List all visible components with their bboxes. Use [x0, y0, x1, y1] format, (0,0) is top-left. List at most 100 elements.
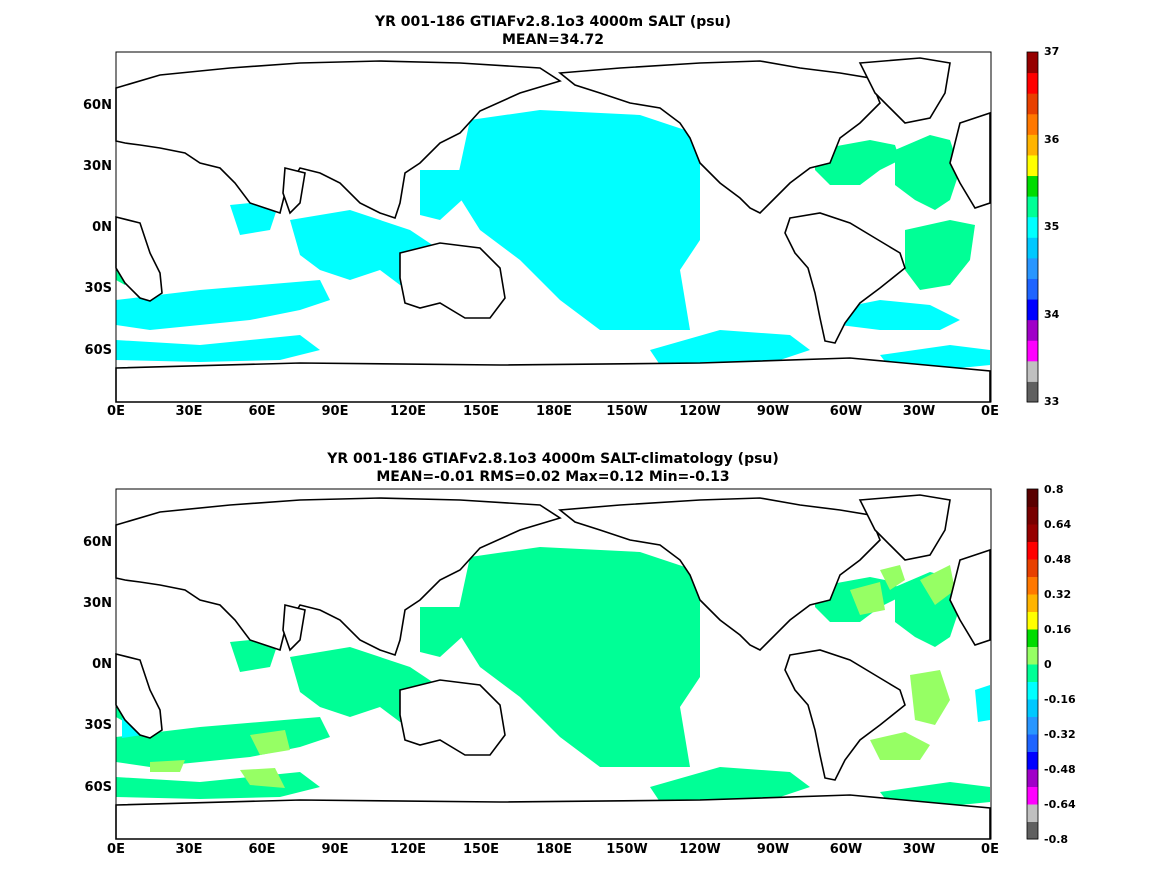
- colorbar-swatch: [1027, 340, 1038, 362]
- colorbar-swatch: [1027, 541, 1038, 560]
- colorbar-swatch: [1027, 93, 1038, 115]
- panel-2-colorbar: [1026, 488, 1039, 840]
- panel-1-xtick: 90E: [322, 404, 349, 419]
- colorbar-swatch: [1027, 611, 1038, 630]
- panel-1-y-axis: 60N 30N 0N 30S 60S: [83, 98, 112, 358]
- panel-2-xtick: 120E: [390, 842, 426, 857]
- panel-2-xtick: 30W: [903, 842, 935, 857]
- panel-2-cbtick: -0.48: [1044, 763, 1076, 776]
- colorbar-swatch: [1027, 134, 1038, 156]
- panel-2-cbtick: -0.16: [1044, 693, 1076, 706]
- colorbar-swatch: [1027, 489, 1038, 507]
- panel-2-y-axis: 60N 30N 0N 30S 60S: [83, 535, 112, 795]
- colorbar-swatch: [1027, 559, 1038, 577]
- colorbar-swatch: [1027, 629, 1038, 647]
- panel-2-xtick: 0E: [107, 842, 125, 857]
- panel-1-xtick: 0E: [981, 404, 999, 419]
- panel-1-colorbar-labels: 37 36 35 34 33: [1044, 45, 1060, 408]
- colorbar-swatch: [1027, 594, 1038, 612]
- panel-2-cbtick: -0.64: [1044, 798, 1076, 811]
- panel-1-ytick: 60N: [83, 98, 112, 113]
- panel-1-frame: [115, 51, 992, 403]
- panel-1-xtick: 90W: [757, 404, 789, 419]
- panel-2-title: YR 001-186 GTIAFv2.8.1o3 4000m SALT-clim…: [326, 451, 779, 467]
- panel-2-xtick: 150E: [463, 842, 499, 857]
- colorbar-swatch: [1027, 506, 1038, 525]
- panel-2-xtick: 30E: [176, 842, 203, 857]
- colorbar-swatch: [1027, 360, 1038, 382]
- panel-2-cbtick: 0.32: [1044, 588, 1071, 601]
- colorbar-frame: [1026, 488, 1039, 840]
- panel-1-xtick: 180E: [536, 404, 572, 419]
- panel-1-ytick: 30N: [83, 159, 112, 174]
- colorbar-swatch: [1027, 319, 1038, 341]
- colorbar-swatch: [1027, 299, 1038, 321]
- panel-1-cbtick: 37: [1044, 45, 1059, 58]
- panel-1-map: [115, 51, 992, 403]
- colorbar-swatch: [1027, 381, 1038, 403]
- panel-1-xtick: 120W: [679, 404, 720, 419]
- panel-2-x-axis: 0E 30E 60E 90E 120E 150E 180E 150W 120W …: [107, 842, 999, 857]
- colorbar-swatch: [1027, 113, 1038, 135]
- colorbar-swatch: [1027, 175, 1038, 197]
- panel-2-xtick: 120W: [679, 842, 720, 857]
- panel-1-xtick: 30W: [903, 404, 935, 419]
- panel-2-map: [115, 488, 992, 840]
- colorbar-swatch: [1027, 524, 1038, 542]
- colorbar-swatch: [1027, 237, 1038, 259]
- colorbar-swatch: [1027, 786, 1038, 805]
- colorbar-swatch: [1027, 716, 1038, 735]
- colorbar-swatch: [1027, 576, 1038, 595]
- panel-1-xtick: 0E: [107, 404, 125, 419]
- panel-1-ytick: 0N: [92, 220, 112, 235]
- panel-2-colorbar-labels: 0.8 0.64 0.48 0.32 0.16 0 -0.16 -0.32 -0…: [1044, 483, 1076, 846]
- panel-1-xtick: 30E: [176, 404, 203, 419]
- colorbar-swatch: [1027, 664, 1038, 682]
- panel-2-xtick: 0E: [981, 842, 999, 857]
- panel-2: YR 001-186 GTIAFv2.8.1o3 4000m SALT-clim…: [83, 451, 1076, 857]
- colorbar-swatch: [1027, 804, 1038, 822]
- panel-2-cbtick: -0.32: [1044, 728, 1076, 741]
- panel-2-cbtick: -0.8: [1044, 833, 1068, 846]
- colorbar-swatch: [1027, 72, 1038, 94]
- panel-1-subtitle: MEAN=34.72: [502, 32, 604, 48]
- panel-2-xtick: 180E: [536, 842, 572, 857]
- panel-2-ytick: 30S: [85, 718, 112, 733]
- panel-1-x-axis: 0E 30E 60E 90E 120E 150E 180E 150W 120W …: [107, 404, 999, 419]
- panel-2-cbtick: 0: [1044, 658, 1052, 671]
- panel-2-cbtick: 0.8: [1044, 483, 1064, 496]
- panel-1-cbtick: 34: [1044, 308, 1060, 321]
- colorbar-swatch: [1027, 769, 1038, 787]
- panel-1-xtick: 150E: [463, 404, 499, 419]
- panel-2-xtick: 60E: [249, 842, 276, 857]
- panel-2-xtick: 60W: [830, 842, 862, 857]
- colorbar-swatch: [1027, 821, 1038, 840]
- panel-2-ytick: 60S: [85, 780, 112, 795]
- panel-2-ytick: 60N: [83, 535, 112, 550]
- panel-1-ytick: 60S: [85, 343, 112, 358]
- panel-2-xtick: 90W: [757, 842, 789, 857]
- panel-2-ytick: 30N: [83, 596, 112, 611]
- panel-2-subtitle: MEAN=-0.01 RMS=0.02 Max=0.12 Min=-0.13: [376, 469, 729, 485]
- colorbar-swatch: [1027, 52, 1038, 74]
- panel-2-xtick: 90E: [322, 842, 349, 857]
- panel-1-colorbar: [1026, 51, 1039, 403]
- colorbar-frame: [1026, 51, 1039, 403]
- panel-1-xtick: 120E: [390, 404, 426, 419]
- panel-2-anomaly-fill: [116, 547, 990, 807]
- colorbar-swatch: [1027, 734, 1038, 752]
- panel-2-ytick: 0N: [92, 657, 112, 672]
- colorbar-swatch: [1027, 278, 1038, 300]
- panel-1-cbtick: 36: [1044, 133, 1060, 146]
- colorbar-swatch: [1027, 154, 1038, 177]
- panel-2-cbtick: 0.64: [1044, 518, 1071, 531]
- colorbar-swatch: [1027, 196, 1038, 218]
- colorbar-swatch: [1027, 681, 1038, 700]
- panel-2-cbtick: 0.16: [1044, 623, 1071, 636]
- panel-1-title: YR 001-186 GTIAFv2.8.1o3 4000m SALT (psu…: [374, 14, 731, 30]
- panel-1-ytick: 30S: [85, 281, 112, 296]
- panel-1-xtick: 60E: [249, 404, 276, 419]
- panel-1-cbtick: 33: [1044, 395, 1059, 408]
- colorbar-swatch: [1027, 646, 1038, 665]
- panel-1: YR 001-186 GTIAFv2.8.1o3 4000m SALT (psu…: [83, 14, 1060, 419]
